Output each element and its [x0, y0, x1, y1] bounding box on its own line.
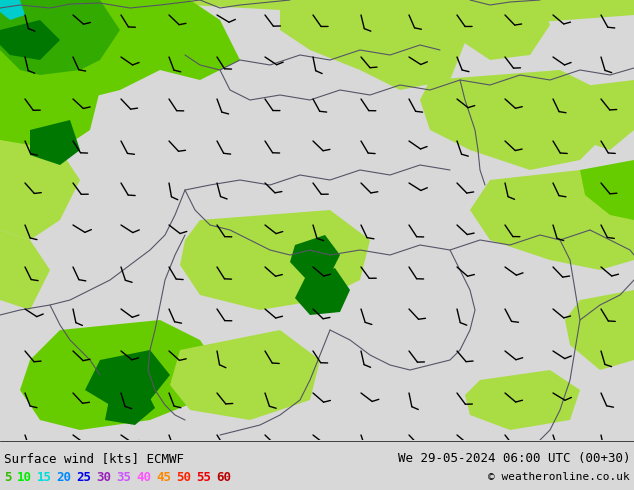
Polygon shape [0, 140, 80, 240]
Text: 35: 35 [117, 470, 131, 484]
Polygon shape [550, 80, 634, 150]
Text: 20: 20 [56, 470, 72, 484]
Text: 25: 25 [77, 470, 91, 484]
Text: 50: 50 [176, 470, 191, 484]
Text: © weatheronline.co.uk: © weatheronline.co.uk [488, 472, 630, 482]
Polygon shape [0, 20, 60, 60]
Text: 10: 10 [16, 470, 32, 484]
Polygon shape [580, 160, 634, 220]
Polygon shape [290, 235, 340, 278]
Polygon shape [0, 230, 50, 310]
Polygon shape [180, 210, 370, 310]
Text: Surface wind [kts] ECMWF: Surface wind [kts] ECMWF [4, 452, 184, 465]
Polygon shape [0, 0, 120, 80]
Polygon shape [0, 0, 25, 20]
Text: 30: 30 [96, 470, 112, 484]
Polygon shape [470, 170, 634, 270]
Polygon shape [0, 0, 634, 25]
Text: 55: 55 [197, 470, 212, 484]
Polygon shape [30, 120, 80, 165]
Polygon shape [295, 268, 350, 315]
Text: 40: 40 [136, 470, 152, 484]
Polygon shape [445, 0, 550, 60]
Polygon shape [0, 0, 240, 110]
Text: 60: 60 [216, 470, 231, 484]
Polygon shape [105, 388, 155, 425]
Polygon shape [85, 350, 170, 405]
Text: 45: 45 [157, 470, 172, 484]
Text: 5: 5 [4, 470, 11, 484]
Text: 15: 15 [37, 470, 51, 484]
Polygon shape [170, 330, 320, 420]
Polygon shape [0, 70, 100, 155]
Polygon shape [565, 290, 634, 370]
Text: We 29-05-2024 06:00 UTC (00+30): We 29-05-2024 06:00 UTC (00+30) [398, 452, 630, 465]
Polygon shape [280, 0, 470, 90]
Polygon shape [20, 320, 220, 430]
Polygon shape [420, 70, 610, 170]
Polygon shape [465, 370, 580, 430]
